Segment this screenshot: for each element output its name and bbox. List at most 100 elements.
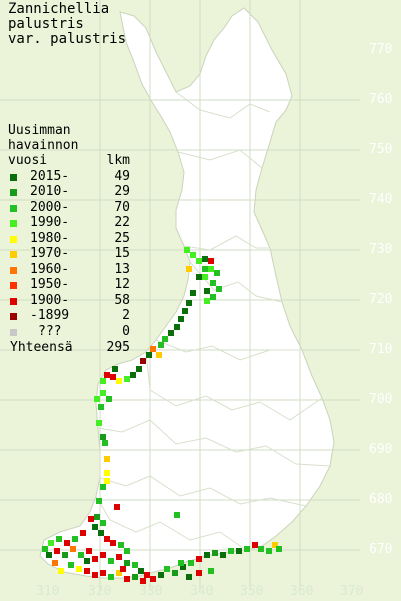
observation-square <box>220 552 226 558</box>
legend-row: 2010- 29 <box>8 184 130 200</box>
observation-square <box>104 470 110 476</box>
legend: Uusimman havainnon vuosi lkm 2015- 49 20… <box>8 123 130 356</box>
legend-count-header: lkm <box>106 153 130 168</box>
legend-swatch <box>10 235 17 243</box>
legend-row: 1950- 12 <box>8 277 130 293</box>
legend-count: 58 <box>114 292 130 308</box>
observation-square <box>146 352 152 358</box>
legend-header-2: havainnon <box>8 138 79 153</box>
observation-square <box>64 540 70 546</box>
legend-header-3: vuosi lkm <box>8 153 130 169</box>
observation-square <box>96 498 102 504</box>
observation-square <box>202 256 208 262</box>
observation-square <box>100 552 106 558</box>
observation-square <box>104 536 110 542</box>
observation-square <box>116 554 122 560</box>
legend-swatch <box>10 220 17 227</box>
observation-square <box>214 270 220 276</box>
observation-square <box>144 572 150 578</box>
legend-count: 70 <box>114 199 130 215</box>
observation-square <box>100 378 106 384</box>
observation-square <box>94 514 100 520</box>
observation-square <box>124 560 130 566</box>
y-label: 700 <box>369 392 393 407</box>
observation-square <box>276 546 282 552</box>
observation-square <box>150 576 156 582</box>
species-title: Zannichellia palustris var. palustris <box>8 2 126 47</box>
legend-year: 1900- <box>30 292 70 308</box>
observation-square <box>186 266 192 272</box>
observation-square <box>164 566 170 572</box>
legend-swatch <box>10 282 17 289</box>
observation-square <box>118 542 124 548</box>
x-label: 320 <box>88 584 112 599</box>
observation-square <box>78 552 84 558</box>
observation-square <box>178 316 184 322</box>
observation-square <box>112 366 118 372</box>
x-label: 360 <box>290 584 314 599</box>
observation-square <box>42 546 48 552</box>
legend-swatch <box>10 189 17 196</box>
observation-square <box>110 540 116 546</box>
legend-count: 49 <box>114 168 130 184</box>
observation-square <box>56 536 62 542</box>
observation-square <box>110 374 116 380</box>
legend-year: 1990- <box>30 215 70 230</box>
legend-total-count: 295 <box>106 340 130 355</box>
observation-square <box>186 574 192 580</box>
observation-square <box>132 562 138 568</box>
observation-square <box>116 570 122 576</box>
y-label: 730 <box>369 242 393 257</box>
x-label: 340 <box>190 584 214 599</box>
legend-count: 25 <box>114 230 130 246</box>
legend-year: 1950- <box>30 277 70 292</box>
y-label: 740 <box>369 192 393 207</box>
observation-square <box>72 536 78 542</box>
legend-total: Yhteensä 295 <box>8 340 130 356</box>
y-label: 680 <box>369 492 393 507</box>
observation-square <box>188 560 194 566</box>
observation-square <box>106 396 112 402</box>
legend-year: 1980- <box>30 230 70 246</box>
legend-row: 1980- 25 <box>8 231 130 247</box>
x-label: 370 <box>340 584 364 599</box>
observation-square <box>92 556 98 562</box>
legend-count: 15 <box>114 246 130 261</box>
observation-square <box>100 390 106 396</box>
observation-square <box>96 420 102 426</box>
legend-swatch <box>10 313 17 320</box>
legend-year-header: vuosi <box>8 153 48 168</box>
observation-square <box>100 570 106 576</box>
observation-square <box>236 548 242 554</box>
legend-row: 1900- 58 <box>8 293 130 309</box>
observation-square <box>92 572 98 578</box>
legend-header-1: Uusimman <box>8 123 71 138</box>
observation-square <box>98 404 104 410</box>
observation-square <box>48 540 54 546</box>
observation-square <box>182 308 188 314</box>
observation-square <box>116 378 122 384</box>
observation-square <box>102 440 108 446</box>
legend-year: -1899 <box>30 308 70 323</box>
observation-square <box>180 564 186 570</box>
x-label: 330 <box>139 584 163 599</box>
y-label: 750 <box>369 142 393 157</box>
observation-square <box>100 484 106 490</box>
observation-square <box>178 560 184 566</box>
observation-square <box>76 566 82 572</box>
legend-count: 22 <box>114 215 130 230</box>
observation-square <box>68 562 74 568</box>
legend-count: 12 <box>114 277 130 292</box>
title-line-3: var. palustris <box>8 31 127 47</box>
observation-square <box>202 266 208 272</box>
observation-square <box>190 252 196 258</box>
observation-square <box>46 552 52 558</box>
legend-count: 2 <box>122 308 130 323</box>
observation-square <box>210 294 216 300</box>
legend-swatch <box>10 173 17 181</box>
y-label: 720 <box>369 292 393 307</box>
observation-square <box>124 548 130 554</box>
observation-square <box>98 530 104 536</box>
observation-square <box>100 520 106 526</box>
observation-square <box>86 548 92 554</box>
